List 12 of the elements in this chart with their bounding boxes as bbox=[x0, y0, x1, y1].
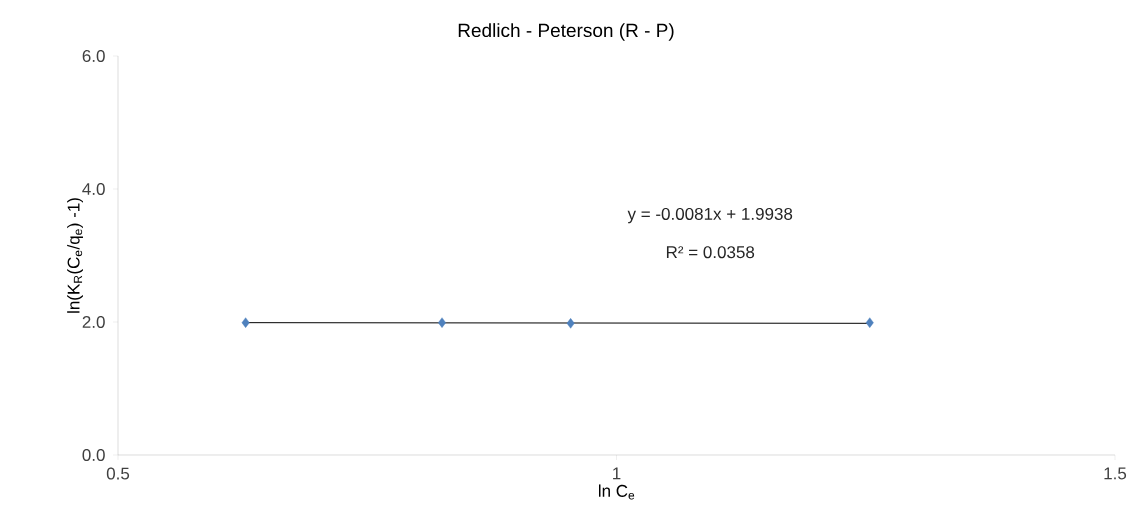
x-axis-title: ln C$_{e}$ bbox=[598, 484, 635, 500]
x-tick-label: 1 bbox=[613, 467, 621, 480]
x-tick-label: 0.5 bbox=[106, 467, 130, 480]
y-tick-label: 4.0 bbox=[82, 182, 105, 196]
x-tick-label: 1.5 bbox=[1104, 467, 1127, 480]
chart-title: Redlich - Peterson (R - P) bbox=[458, 23, 674, 41]
y-axis-title: ln(K$_{R}$(C$_{e}$/q$_{e}$) -1) bbox=[67, 198, 83, 313]
y-tick-label: 0.0 bbox=[82, 448, 105, 462]
annotation: R² = 0.0358 bbox=[666, 246, 755, 259]
annotation: y = -0.0081x + 1.9938 bbox=[627, 207, 793, 224]
y-tick-label: 6.0 bbox=[82, 49, 105, 63]
y-tick-label: 2.0 bbox=[82, 315, 105, 329]
